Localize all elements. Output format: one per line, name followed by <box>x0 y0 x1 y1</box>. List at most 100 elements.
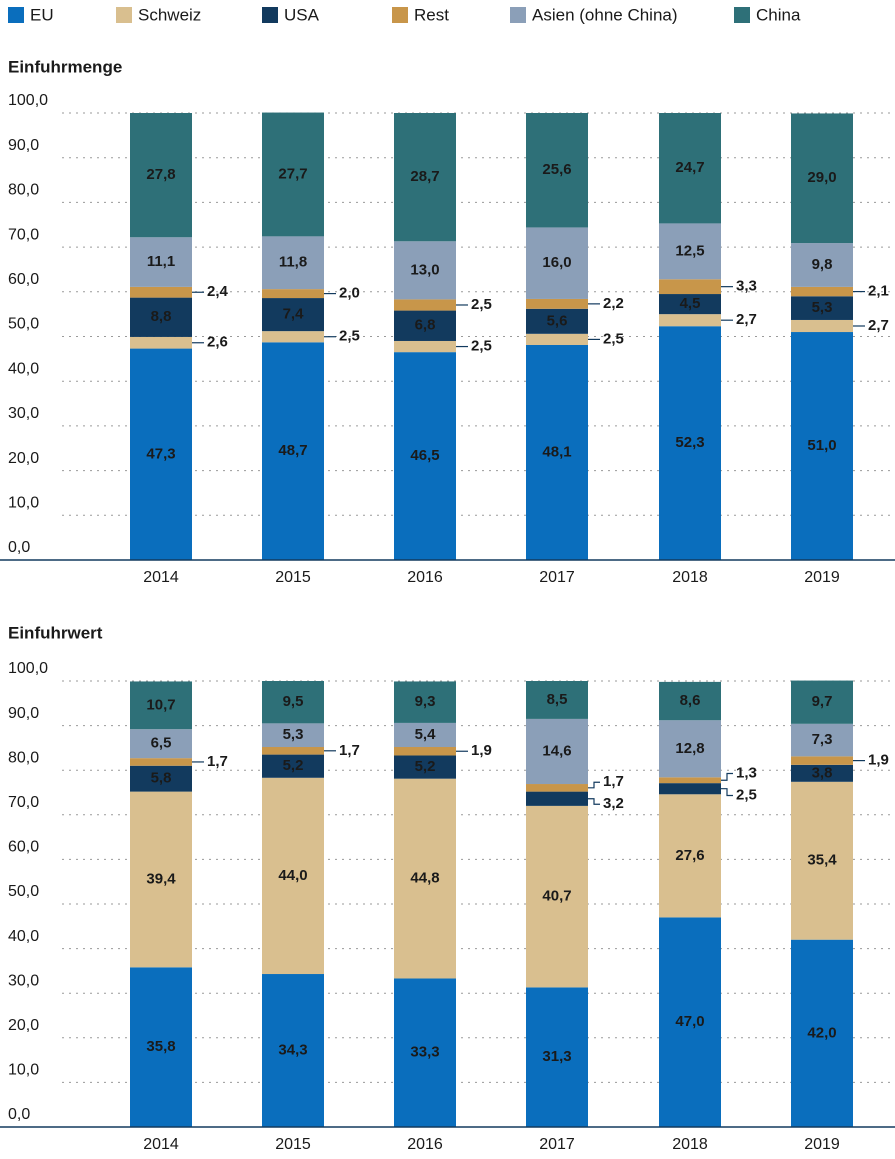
x-tick-label: 2018 <box>672 569 708 586</box>
bar-segment <box>130 791 192 968</box>
value-label: 44,0 <box>278 867 307 884</box>
bar-segment <box>526 344 588 560</box>
value-label: 7,3 <box>812 731 833 748</box>
y-tick-label: 80,0 <box>8 749 39 766</box>
value-label: 10,7 <box>146 696 175 713</box>
y-tick-label: 90,0 <box>8 705 39 722</box>
x-tick-label: 2017 <box>539 1136 575 1153</box>
value-label: 13,0 <box>410 261 439 278</box>
legend-label: Rest <box>414 5 449 24</box>
bar-segment <box>659 294 721 315</box>
chart-title: Einfuhrwert <box>8 623 103 642</box>
bar-segment <box>394 747 456 756</box>
value-label: 5,3 <box>283 726 304 743</box>
legend-swatch <box>8 7 24 23</box>
value-label: 27,6 <box>675 847 704 864</box>
bar-segment <box>394 978 456 1127</box>
value-label: 35,8 <box>146 1038 175 1055</box>
value-label: 47,0 <box>675 1013 704 1030</box>
bar-segment <box>791 296 853 320</box>
y-tick-label: 80,0 <box>8 182 39 199</box>
bar-segment <box>659 314 721 327</box>
y-tick-label: 100,0 <box>8 660 48 677</box>
chart-title: Einfuhrmenge <box>8 57 122 76</box>
value-label: 3,2 <box>603 795 624 812</box>
legend-swatch <box>734 7 750 23</box>
bar-segment <box>526 227 588 299</box>
value-label: 52,3 <box>675 434 704 451</box>
legend-label: USA <box>284 5 320 24</box>
value-label: 42,0 <box>807 1024 836 1041</box>
value-label: 11,1 <box>147 253 175 270</box>
bar-segment <box>130 765 192 792</box>
value-label: 40,7 <box>542 888 571 905</box>
bar-segment <box>130 967 192 1127</box>
legend-swatch <box>116 7 132 23</box>
y-tick-label: 0,0 <box>8 1106 30 1123</box>
value-label: 5,2 <box>415 758 436 775</box>
bar-segment <box>394 299 456 311</box>
leader-line <box>588 798 600 805</box>
bar-segment <box>262 777 324 975</box>
value-label: 2,5 <box>603 330 624 347</box>
bar-segment <box>130 729 192 759</box>
bar-segment <box>791 286 853 297</box>
bar-segment <box>659 777 721 784</box>
value-label: 2,1 <box>868 283 889 300</box>
bar-segment <box>526 987 588 1127</box>
value-label: 1,9 <box>471 742 492 759</box>
y-tick-label: 40,0 <box>8 360 39 377</box>
value-label: 11,8 <box>279 254 307 271</box>
y-tick-label: 70,0 <box>8 226 39 243</box>
y-tick-label: 60,0 <box>8 839 39 856</box>
value-label: 2,2 <box>603 295 624 312</box>
value-label: 39,4 <box>146 870 176 887</box>
bar-segment <box>394 310 456 341</box>
value-label: 33,3 <box>410 1044 439 1061</box>
y-tick-label: 10,0 <box>8 495 39 512</box>
bar-segment <box>394 241 456 300</box>
value-label: 1,7 <box>339 742 360 759</box>
bar-segment <box>526 308 588 334</box>
bar-segment <box>791 332 853 560</box>
bar-segment <box>659 794 721 918</box>
value-label: 4,5 <box>680 295 701 312</box>
x-tick-label: 2016 <box>407 1136 443 1153</box>
bar-segment <box>394 722 456 748</box>
bar-segment <box>659 279 721 295</box>
value-label: 47,3 <box>146 445 175 462</box>
value-label: 9,8 <box>812 256 833 273</box>
value-label: 31,3 <box>542 1048 571 1065</box>
bar-segment <box>659 917 721 1127</box>
x-tick-label: 2019 <box>804 569 840 586</box>
value-label: 51,0 <box>807 437 836 454</box>
bar-segment <box>394 778 456 979</box>
bar-segment <box>659 326 721 560</box>
value-label: 2,5 <box>736 786 757 803</box>
value-label: 2,5 <box>339 328 360 345</box>
value-label: 12,5 <box>675 242 704 259</box>
y-tick-label: 40,0 <box>8 928 39 945</box>
bar-segment <box>526 791 588 806</box>
value-label: 6,5 <box>151 735 172 752</box>
value-label: 27,7 <box>278 165 307 182</box>
value-label: 2,4 <box>207 283 229 300</box>
value-label: 2,7 <box>736 311 757 328</box>
legend-swatch <box>392 7 408 23</box>
leader-line <box>588 781 600 789</box>
y-tick-label: 90,0 <box>8 137 39 154</box>
bar-segment <box>262 342 324 560</box>
bar-segment <box>262 974 324 1127</box>
legend-label: Schweiz <box>138 5 201 24</box>
value-label: 14,6 <box>542 742 571 759</box>
x-tick-label: 2018 <box>672 1136 708 1153</box>
y-tick-label: 50,0 <box>8 316 39 333</box>
bar-segment <box>130 758 192 766</box>
bar-segment <box>262 112 324 237</box>
value-label: 5,4 <box>415 726 437 743</box>
leader-line <box>721 788 733 797</box>
legend-swatch <box>262 7 278 23</box>
x-tick-label: 2014 <box>143 1136 179 1153</box>
value-label: 44,8 <box>410 870 439 887</box>
